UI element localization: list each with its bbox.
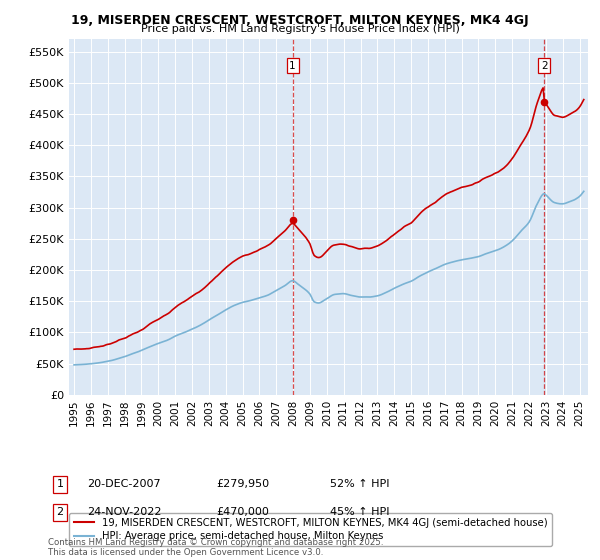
Text: £470,000: £470,000 [216, 507, 269, 517]
Text: £279,950: £279,950 [216, 479, 269, 489]
Text: 19, MISERDEN CRESCENT, WESTCROFT, MILTON KEYNES, MK4 4GJ: 19, MISERDEN CRESCENT, WESTCROFT, MILTON… [71, 14, 529, 27]
Text: Contains HM Land Registry data © Crown copyright and database right 2025.
This d: Contains HM Land Registry data © Crown c… [48, 538, 383, 557]
Text: 20-DEC-2007: 20-DEC-2007 [87, 479, 161, 489]
Text: 2: 2 [541, 61, 548, 71]
Text: 2: 2 [56, 507, 64, 517]
Legend: 19, MISERDEN CRESCENT, WESTCROFT, MILTON KEYNES, MK4 4GJ (semi-detached house), : 19, MISERDEN CRESCENT, WESTCROFT, MILTON… [69, 513, 553, 546]
Text: 1: 1 [289, 61, 296, 71]
Text: 45% ↑ HPI: 45% ↑ HPI [330, 507, 389, 517]
Text: Price paid vs. HM Land Registry's House Price Index (HPI): Price paid vs. HM Land Registry's House … [140, 24, 460, 34]
Text: 24-NOV-2022: 24-NOV-2022 [87, 507, 161, 517]
Text: 52% ↑ HPI: 52% ↑ HPI [330, 479, 389, 489]
Text: 1: 1 [56, 479, 64, 489]
